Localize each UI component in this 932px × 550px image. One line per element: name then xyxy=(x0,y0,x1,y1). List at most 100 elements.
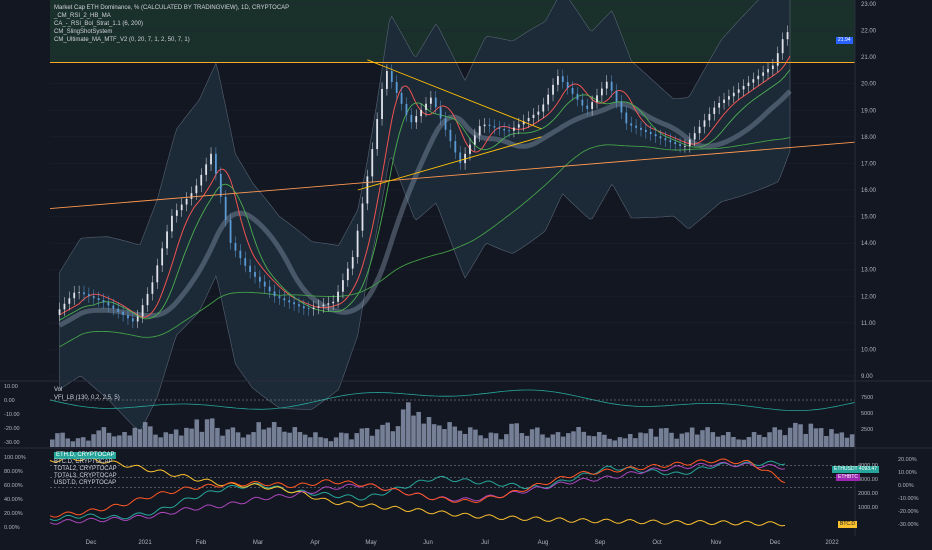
candle-body xyxy=(517,124,520,128)
candle-body xyxy=(175,210,178,216)
vol-tick-right: 7500 xyxy=(861,395,873,401)
volume-bar xyxy=(540,434,545,447)
volume-bar xyxy=(437,425,442,447)
volume-bar xyxy=(163,432,169,447)
indicator-label[interactable]: CA_-_RSI_Bol_Strat_1.1 (6, 200) xyxy=(54,21,144,27)
compare-symbol[interactable]: USDT.D, CRYPTOCAP xyxy=(54,480,117,487)
candle-body xyxy=(405,103,408,115)
candle-body xyxy=(537,111,540,115)
candle-body xyxy=(215,153,217,174)
indicator-label[interactable]: CM_Ultimate_MA_MTF_V2 (0, 20, 7, 1, 2, 5… xyxy=(54,37,190,43)
candle-body xyxy=(723,99,725,103)
candle-body xyxy=(620,101,623,113)
volume-bar xyxy=(493,433,499,447)
candle-body xyxy=(664,138,667,141)
volume-bar xyxy=(50,439,55,447)
volume-bar xyxy=(793,422,798,447)
candle-body xyxy=(439,107,442,119)
volume-bar xyxy=(323,438,329,447)
candle-body xyxy=(542,104,545,112)
volume-bar xyxy=(550,434,556,447)
candle-body xyxy=(171,215,173,232)
volume-bar xyxy=(442,429,447,447)
candle-body xyxy=(669,140,672,143)
volume-bar xyxy=(204,419,210,447)
volume-pane[interactable] xyxy=(49,389,856,447)
candle-body xyxy=(615,90,618,102)
vfi-label[interactable]: VFI_LB (130, 0.2, 2.5, 5) xyxy=(54,395,120,401)
compare-symbol-label: ETH.D, CRYPTOCAP xyxy=(54,452,117,459)
volume-bar xyxy=(808,423,814,447)
volume-bar xyxy=(664,428,669,447)
vol-tick-left: -30.00 xyxy=(4,440,20,446)
candle-body xyxy=(581,99,584,106)
candle-body xyxy=(757,75,760,80)
candle-body xyxy=(366,176,369,204)
compare-symbol[interactable]: BTC.D, CRYPTOCAP xyxy=(54,459,117,466)
candle-body xyxy=(596,95,598,103)
compare-symbol[interactable]: TOTAL2, CRYPTOCAP xyxy=(54,466,117,473)
candle-body xyxy=(693,133,696,140)
candle-body xyxy=(293,302,295,305)
volume-bar xyxy=(586,435,592,447)
candle-body xyxy=(288,300,291,303)
candle-body xyxy=(605,81,608,89)
compare-symbol[interactable]: ETH.D, CRYPTOCAP xyxy=(54,452,117,459)
candle-body xyxy=(454,141,457,153)
candle-body xyxy=(127,315,129,319)
volume-bar xyxy=(571,431,576,447)
volume-bar xyxy=(457,430,463,447)
rising-trendline xyxy=(49,141,856,210)
candle-body xyxy=(449,129,452,142)
x-tick-label: Jun xyxy=(423,540,433,546)
volume-bar xyxy=(158,437,163,447)
volume-bar xyxy=(524,435,530,447)
chart-title[interactable]: Market Cap ETH Dominance, % (CALCULATED … xyxy=(54,5,290,11)
candle-body xyxy=(459,152,462,164)
volume-bar xyxy=(411,415,416,447)
x-tick-label: Dec xyxy=(770,540,781,546)
volume-bar xyxy=(576,427,581,447)
compare-pane[interactable] xyxy=(49,456,855,527)
volume-bar xyxy=(849,434,855,447)
candle-body xyxy=(219,173,222,197)
volume-title[interactable]: Vol xyxy=(54,387,63,393)
volume-bar xyxy=(344,433,349,447)
compare-tick-left: 60.00% xyxy=(4,483,23,489)
volume-bar xyxy=(798,424,803,447)
volume-bar xyxy=(452,426,458,447)
candle-body xyxy=(473,135,476,145)
volume-bar xyxy=(658,428,664,447)
candle-body xyxy=(767,69,769,73)
volume-bar xyxy=(122,432,127,447)
candle-body xyxy=(107,302,110,306)
candle-body xyxy=(684,145,686,147)
volume-bar xyxy=(395,426,401,447)
y-tick-label: 11.00 xyxy=(861,321,876,327)
candle-body xyxy=(703,120,706,127)
volume-bar xyxy=(725,432,731,447)
volume-bar xyxy=(581,431,587,447)
candle-body xyxy=(640,127,642,130)
candle-body xyxy=(488,124,491,127)
indicator-label[interactable]: CM_SlingShotSystem xyxy=(54,29,113,35)
price-pane[interactable] xyxy=(49,0,856,433)
compare-symbol-label: TOTAL2, CRYPTOCAP xyxy=(54,466,117,472)
compare-tick-right: 20.00% xyxy=(898,457,917,463)
candle-body xyxy=(190,193,193,199)
volume-bar xyxy=(498,439,504,447)
candle-body xyxy=(146,293,149,306)
volume-bar xyxy=(246,434,251,447)
volume-bar xyxy=(199,431,205,447)
compare-tick-left: 40.00% xyxy=(4,497,23,503)
y-tick-label: 9.00 xyxy=(861,374,873,380)
indicator-label[interactable]: _CM_RSI_2_HB_MA xyxy=(54,13,111,19)
candle-body xyxy=(737,89,740,93)
y-tick-label: 19.00 xyxy=(861,108,877,114)
candle-body xyxy=(112,305,115,309)
volume-bar xyxy=(488,432,494,447)
compare-symbol[interactable]: TOTAL3, CRYPTOCAP xyxy=(54,473,117,480)
compare-symbol-label: BTC.D, CRYPTOCAP xyxy=(54,459,113,465)
vol-tick-right: 2500 xyxy=(861,427,873,433)
